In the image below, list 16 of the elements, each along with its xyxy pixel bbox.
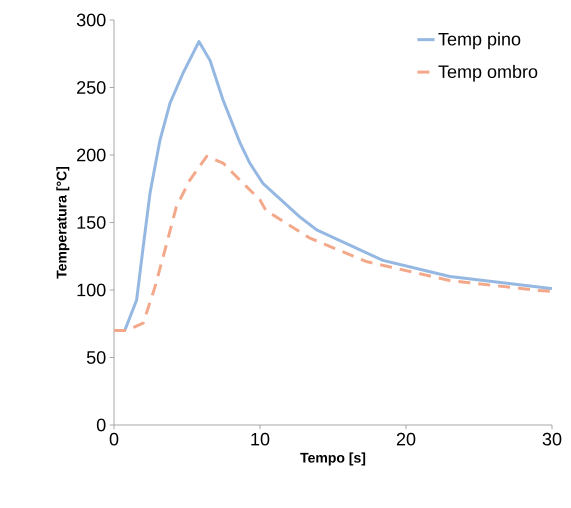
legend-label: Temp pino <box>438 32 520 50</box>
y-axis-title: Temperatura [°C] <box>56 166 70 279</box>
line-series <box>114 154 552 332</box>
y-tick-label: 250 <box>77 81 106 94</box>
y-tick-label: 0 <box>96 418 106 432</box>
x-axis-title: Tempo [s] <box>300 452 366 466</box>
x-tick-label: 30 <box>542 432 562 446</box>
y-tick-label: 150 <box>78 216 106 229</box>
x-tick-label: 20 <box>396 432 416 446</box>
y-tick-label: 50 <box>86 351 106 364</box>
y-tick-label: 300 <box>76 14 106 26</box>
y-tick-label: 200 <box>77 148 106 162</box>
y-tick-label: 100 <box>78 284 106 296</box>
x-tick-label: 10 <box>251 432 270 446</box>
legend-label: Temp ombro <box>438 64 538 82</box>
x-tick-label: 0 <box>110 432 118 446</box>
